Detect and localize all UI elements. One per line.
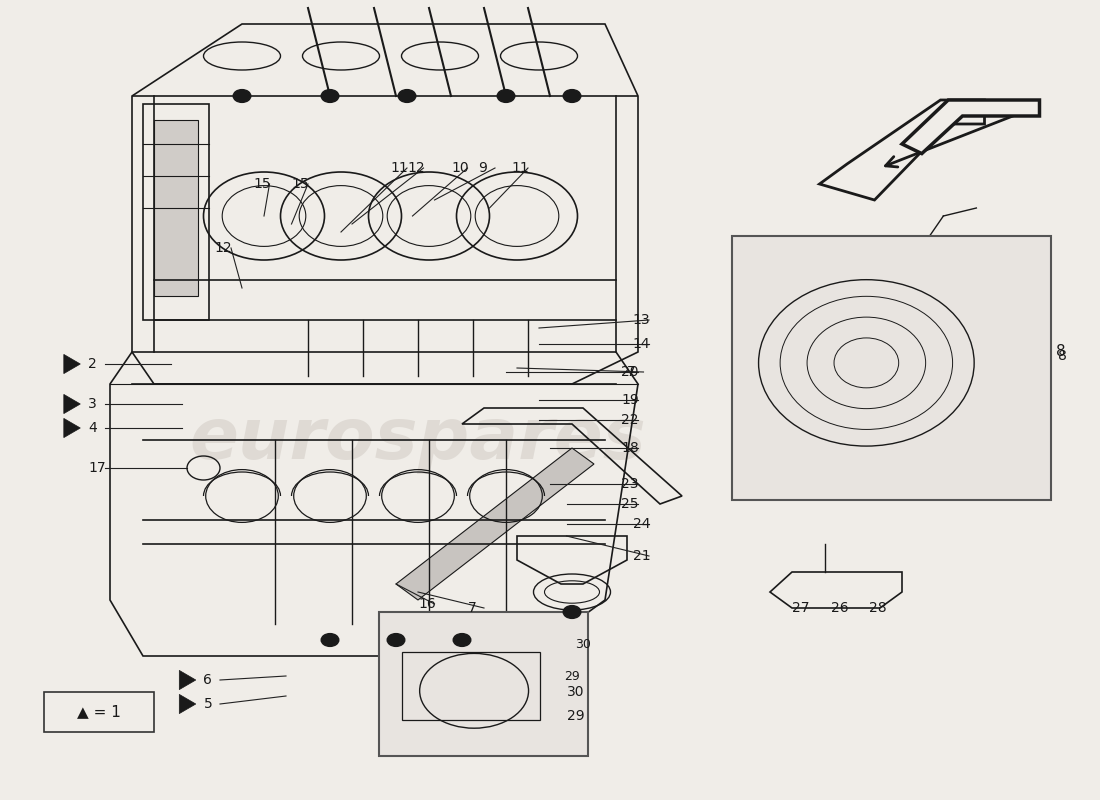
Text: 2: 2 bbox=[88, 357, 97, 371]
Circle shape bbox=[563, 90, 581, 102]
FancyBboxPatch shape bbox=[379, 612, 588, 756]
Text: 4: 4 bbox=[88, 421, 97, 435]
Text: ▲ = 1: ▲ = 1 bbox=[77, 705, 121, 719]
Text: 29: 29 bbox=[564, 670, 580, 682]
Text: 12: 12 bbox=[407, 161, 425, 175]
Text: 30: 30 bbox=[566, 685, 584, 699]
Circle shape bbox=[387, 634, 405, 646]
Text: 3: 3 bbox=[88, 397, 97, 411]
Text: 5: 5 bbox=[204, 697, 212, 711]
Polygon shape bbox=[64, 354, 80, 374]
Polygon shape bbox=[179, 670, 196, 690]
Text: 8: 8 bbox=[1058, 349, 1067, 363]
Polygon shape bbox=[820, 100, 984, 200]
Text: 23: 23 bbox=[621, 477, 639, 491]
Text: 17: 17 bbox=[88, 461, 106, 475]
Polygon shape bbox=[902, 100, 1040, 154]
Text: 13: 13 bbox=[632, 313, 650, 327]
Polygon shape bbox=[396, 448, 594, 600]
Polygon shape bbox=[154, 120, 198, 296]
Circle shape bbox=[497, 90, 515, 102]
Text: 7: 7 bbox=[468, 601, 476, 615]
Circle shape bbox=[233, 90, 251, 102]
Text: 9: 9 bbox=[478, 161, 487, 175]
Circle shape bbox=[563, 606, 581, 618]
Text: 10: 10 bbox=[451, 161, 469, 175]
Text: 24: 24 bbox=[632, 517, 650, 531]
Text: 26: 26 bbox=[830, 601, 848, 615]
Circle shape bbox=[398, 90, 416, 102]
Circle shape bbox=[321, 634, 339, 646]
Text: 16: 16 bbox=[418, 597, 436, 611]
Text: 7: 7 bbox=[627, 365, 636, 379]
Text: 25: 25 bbox=[621, 497, 639, 511]
Text: eurospares: eurospares bbox=[189, 406, 647, 474]
Text: 14: 14 bbox=[632, 337, 650, 351]
Text: 11: 11 bbox=[512, 161, 529, 175]
Circle shape bbox=[453, 634, 471, 646]
Text: 8: 8 bbox=[1056, 345, 1066, 359]
Text: 29: 29 bbox=[566, 709, 584, 723]
FancyBboxPatch shape bbox=[732, 236, 1050, 500]
Text: 27: 27 bbox=[792, 601, 810, 615]
Text: 20: 20 bbox=[621, 365, 639, 379]
Polygon shape bbox=[64, 394, 80, 414]
Text: 22: 22 bbox=[621, 413, 639, 427]
Text: 28: 28 bbox=[869, 601, 887, 615]
Polygon shape bbox=[179, 694, 196, 714]
Text: 6: 6 bbox=[204, 673, 212, 687]
Circle shape bbox=[321, 90, 339, 102]
Text: 11: 11 bbox=[390, 161, 408, 175]
Text: 15: 15 bbox=[253, 177, 271, 191]
Text: 19: 19 bbox=[621, 393, 639, 407]
Polygon shape bbox=[64, 418, 80, 438]
Text: 15: 15 bbox=[292, 177, 309, 191]
Text: 12: 12 bbox=[214, 241, 232, 255]
Text: 18: 18 bbox=[621, 441, 639, 455]
Text: 30: 30 bbox=[575, 638, 591, 650]
Text: 21: 21 bbox=[632, 549, 650, 563]
